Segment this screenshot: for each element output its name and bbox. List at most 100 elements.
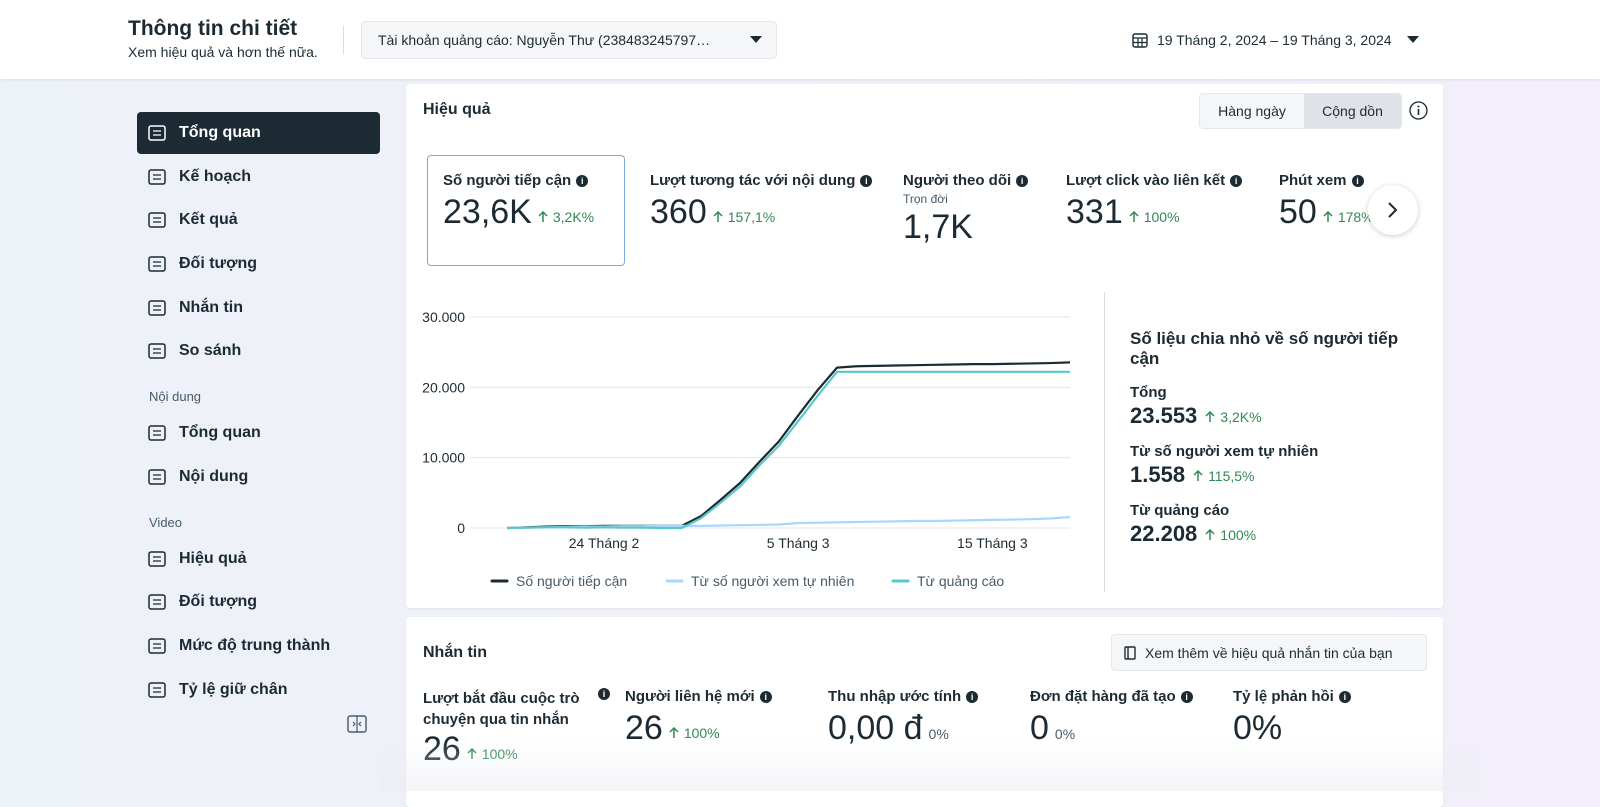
- book-icon: [1124, 645, 1136, 660]
- page-title: Thông tin chi tiết: [128, 17, 298, 40]
- metric-change: 0%: [929, 726, 949, 742]
- sidebar-item-label: Tổng quan: [179, 124, 261, 141]
- info-icon[interactable]: i: [1230, 174, 1243, 187]
- icon-shape: [148, 425, 166, 441]
- sidebar-item[interactable]: Tỷ lệ giữ chân: [137, 669, 380, 702]
- metric-value-row: 1,7K: [903, 208, 1028, 247]
- collapse-icon[interactable]: [347, 714, 367, 734]
- metric-label-row: Tỷ lệ phản hồi i: [1233, 688, 1423, 705]
- metric-change: 3,2K%: [538, 209, 594, 225]
- sidebar-item-label: Tỷ lệ giữ chân: [179, 680, 288, 698]
- metric-value-row: 360 157,1%: [650, 193, 872, 232]
- sidebar-icon: [148, 212, 166, 229]
- sidebar-item-label: Kết quả: [179, 211, 238, 229]
- change-text: 0%: [928, 726, 949, 742]
- metric-label-row: Lượt tương tác với nội dung i: [650, 172, 873, 189]
- info-icon[interactable]: i: [576, 174, 589, 187]
- sidebar-item[interactable]: Tổng quan: [137, 112, 380, 154]
- icon-shape: [153, 430, 161, 436]
- metric: Thu nhập ước tính i 0,00 đ 0%: [828, 688, 1018, 748]
- icon-shape: [148, 343, 166, 360]
- legend-item[interactable]: Từ quảng cáo: [891, 573, 1004, 589]
- breakdown-value-row: 1.558 115,5%: [1130, 462, 1430, 488]
- info-icon[interactable]: [1409, 101, 1428, 120]
- sidebar-icon: [148, 638, 166, 654]
- x-tick-label: 24 Tháng 2: [569, 535, 640, 551]
- icon-shape: [153, 130, 161, 136]
- change-text: 100%: [1143, 209, 1180, 225]
- metric-value-row: 0 0%: [1030, 709, 1220, 748]
- info-icon[interactable]: i: [1338, 690, 1351, 703]
- toggle-option[interactable]: Cộng dồn: [1304, 94, 1401, 128]
- series-line: [506, 515, 1071, 530]
- metric-sublabel: Trọn đời: [903, 192, 948, 206]
- metric-value: 0: [1030, 709, 1049, 747]
- messaging-link-button[interactable]: Xem thêm về hiệu quả nhắn tin của bạn: [1111, 634, 1427, 671]
- arrow-path: [1129, 211, 1139, 222]
- sidebar-item[interactable]: Đối tượng: [137, 243, 380, 285]
- icon-shape: [153, 555, 161, 562]
- sidebar-item-label: Hiệu quả: [179, 549, 247, 567]
- button-label: Xem thêm về hiệu quả nhắn tin của bạn: [1145, 644, 1393, 661]
- x-tick-label: 15 Tháng 3: [957, 535, 1028, 551]
- metric-value: 23,6K: [443, 193, 532, 231]
- info-icon[interactable]: i: [1180, 690, 1193, 703]
- icon-shape: [148, 681, 166, 698]
- metric: Người theo dõi i Trọn đời 1,7K: [903, 172, 1029, 247]
- legend-item[interactable]: Từ số người xem tự nhiên: [665, 573, 854, 589]
- up-arrow-icon: [1129, 211, 1139, 222]
- selected-metric-frame[interactable]: [427, 155, 625, 266]
- info-icon[interactable]: i: [1351, 174, 1364, 187]
- date-range-picker[interactable]: 19 Tháng 2, 2024 – 19 Tháng 3, 2024: [1132, 30, 1419, 50]
- sidebar-item[interactable]: Kế hoạch: [137, 156, 380, 198]
- sidebar-icon: [148, 343, 166, 360]
- metric: Đơn đặt hàng đã tạo i 0 0%: [1030, 688, 1220, 748]
- metric-label: Tỷ lệ phản hồi: [1233, 688, 1334, 705]
- metric-change: 100%: [1129, 209, 1180, 225]
- icon-shape: [148, 168, 166, 185]
- card-title: Nhắn tin: [423, 644, 487, 661]
- metric-label-row: Đơn đặt hàng đã tạo i: [1030, 688, 1220, 705]
- arrow-path: [538, 211, 548, 222]
- metric: Người liên hệ mới i 26 100%: [625, 688, 815, 748]
- sidebar-item[interactable]: Kết quả: [137, 199, 380, 241]
- legend-label: Từ quảng cáo: [917, 573, 1004, 589]
- sidebar-item[interactable]: Nội dung: [137, 456, 380, 498]
- sidebar-icon: [148, 550, 166, 567]
- up-arrow-icon: [713, 211, 723, 222]
- sidebar-item[interactable]: Nhắn tin: [137, 287, 380, 329]
- sidebar-item[interactable]: So sánh: [137, 330, 380, 372]
- sidebar-item-label: Đối tượng: [179, 255, 258, 273]
- y-tick-label: 30.000: [422, 309, 465, 325]
- info-icon[interactable]: i: [966, 690, 979, 703]
- sidebar-item[interactable]: Mức độ trung thành: [137, 625, 380, 667]
- y-tick-label: 10.000: [422, 450, 465, 466]
- info-icon[interactable]: i: [759, 690, 772, 703]
- up-arrow-icon: [669, 727, 679, 738]
- info-icon[interactable]: i: [598, 688, 610, 700]
- breakdown-label: Từ số người xem tự nhiên: [1130, 443, 1319, 460]
- metric-label: Người theo dõi: [903, 172, 1012, 189]
- legend-label: Số người tiếp cận: [516, 573, 627, 589]
- info-icon[interactable]: i: [1016, 174, 1029, 187]
- arrow-path: [1193, 470, 1203, 481]
- sidebar-icon: [148, 300, 166, 316]
- metric: Phút xem i 50 178%: [1279, 172, 1374, 232]
- next-button[interactable]: [1368, 185, 1418, 235]
- legend-label: Từ số người xem tự nhiên: [691, 573, 854, 589]
- date-range: 19 Tháng 2, 2024 – 19 Tháng 3, 2024: [1157, 32, 1392, 48]
- sidebar-item[interactable]: Đối tượng: [137, 581, 380, 623]
- legend-item[interactable]: Số người tiếp cận: [490, 573, 627, 589]
- metric-change: 178%: [1323, 209, 1374, 225]
- up-arrow-icon: [1205, 411, 1215, 422]
- info-icon[interactable]: i: [860, 174, 873, 187]
- sidebar-item[interactable]: Tổng quan: [137, 412, 380, 454]
- icon-shape: [148, 638, 166, 654]
- sidebar-icon: [148, 168, 166, 185]
- account-dropdown[interactable]: Tài khoản quảng cáo: Nguyễn Thư (2384832…: [361, 21, 777, 59]
- sidebar-item[interactable]: Hiệu quả: [137, 538, 380, 580]
- breakdown-value: 22.208: [1130, 521, 1198, 546]
- toggle-option[interactable]: Hàng ngày: [1200, 94, 1304, 128]
- metric-strip: Số người tiếp cận i 23,6K 3,2K% Lượt tương t…: [406, 84, 1406, 284]
